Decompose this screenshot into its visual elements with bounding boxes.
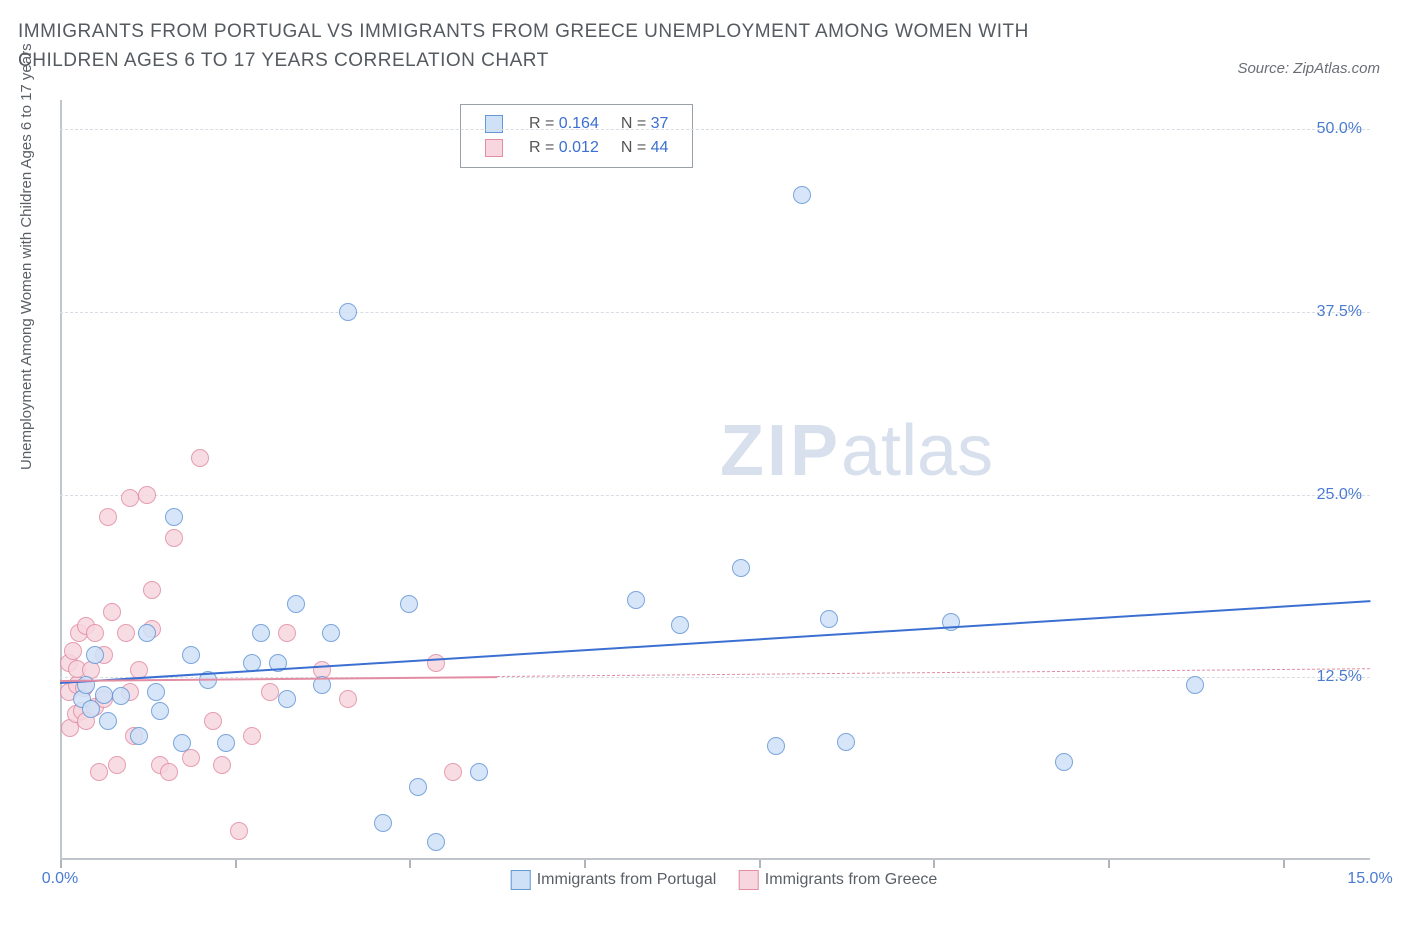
scatter-point [820,610,838,628]
scatter-point [671,616,689,634]
stats-legend: R = 0.164 N = 37 R = 0.012 N = 44 [460,104,693,168]
scatter-point [204,712,222,730]
legend-label-greece: Immigrants from Greece [765,871,937,888]
chart-title: IMMIGRANTS FROM PORTUGAL VS IMMIGRANTS F… [18,18,1118,75]
plot-area: ZIPatlas R = 0.164 N = 37 R = 0.012 N = … [60,100,1370,860]
scatter-point [86,646,104,664]
scatter-point [793,186,811,204]
stats-row-portugal: R = 0.164 N = 37 [475,113,678,135]
scatter-point [103,603,121,621]
x-axis [60,858,1370,860]
scatter-point [444,763,462,781]
x-tick [60,860,62,868]
legend-swatch-portugal [511,870,531,890]
scatter-point [837,733,855,751]
x-tick [933,860,935,868]
scatter-point [117,624,135,642]
scatter-point [143,581,161,599]
scatter-point [112,687,130,705]
scatter-point [400,595,418,613]
r-value-greece: 0.012 [559,139,599,156]
series-legend: Immigrants from Portugal Immigrants from… [493,870,938,890]
legend-swatch-greece [739,870,759,890]
scatter-point [77,676,95,694]
scatter-point [261,683,279,701]
x-tick-label: 15.0% [1347,870,1392,888]
y-axis-label: Unemployment Among Women with Children A… [18,43,35,470]
scatter-point [165,508,183,526]
scatter-point [64,642,82,660]
n-value-greece: 44 [651,139,669,156]
scatter-point [427,654,445,672]
y-tick-label: 25.0% [1317,486,1362,504]
scatter-point [627,591,645,609]
x-tick [409,860,411,868]
stats-row-greece: R = 0.012 N = 44 [475,137,678,159]
scatter-point [165,529,183,547]
y-tick-label: 37.5% [1317,303,1362,321]
scatter-point [147,683,165,701]
scatter-point [409,778,427,796]
scatter-point [1186,676,1204,694]
scatter-point [121,489,139,507]
y-tick-label: 50.0% [1317,120,1362,138]
scatter-point [278,690,296,708]
trend-line [497,669,1370,678]
scatter-point [86,624,104,642]
x-tick [1108,860,1110,868]
x-tick-label: 0.0% [42,870,78,888]
scatter-point [287,595,305,613]
swatch-greece [485,139,503,157]
scatter-point [82,700,100,718]
scatter-point [99,712,117,730]
scatter-point [374,814,392,832]
scatter-point [339,690,357,708]
scatter-point [767,737,785,755]
scatter-point [230,822,248,840]
scatter-point [173,734,191,752]
scatter-point [213,756,231,774]
scatter-point [138,624,156,642]
scatter-point [191,449,209,467]
scatter-point [217,734,235,752]
scatter-point [151,702,169,720]
scatter-point [1055,753,1073,771]
y-axis [60,100,62,860]
scatter-point [182,646,200,664]
scatter-point [108,756,126,774]
y-tick-label: 12.5% [1317,668,1362,686]
scatter-point [160,763,178,781]
scatter-point [322,624,340,642]
scatter-point [90,763,108,781]
watermark-zip: ZIP [720,411,841,491]
watermark-atlas: atlas [841,411,993,491]
scatter-point [138,486,156,504]
scatter-point [95,686,113,704]
gridline [60,312,1370,313]
x-tick [759,860,761,868]
x-tick [1283,860,1285,868]
x-tick [584,860,586,868]
scatter-point [252,624,270,642]
gridline [60,129,1370,130]
swatch-portugal [485,115,503,133]
legend-label-portugal: Immigrants from Portugal [537,871,717,888]
scatter-point [130,727,148,745]
scatter-point [339,303,357,321]
x-tick [235,860,237,868]
source-label: Source: ZipAtlas.com [1237,60,1380,77]
scatter-point [243,727,261,745]
scatter-point [99,508,117,526]
scatter-point [470,763,488,781]
watermark: ZIPatlas [720,410,993,492]
scatter-point [427,833,445,851]
scatter-point [732,559,750,577]
gridline [60,495,1370,496]
scatter-point [278,624,296,642]
